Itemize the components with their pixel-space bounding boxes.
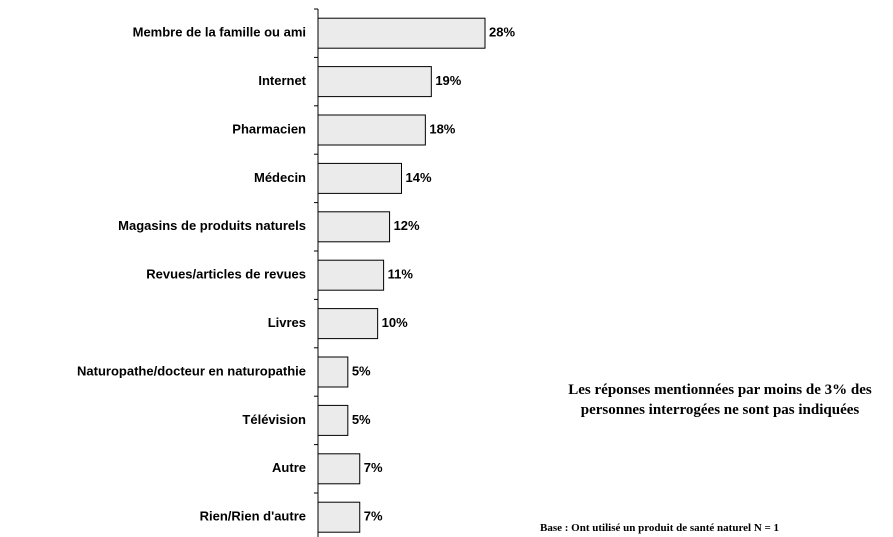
category-label: Internet: [258, 73, 306, 88]
category-label: Rien/Rien d'autre: [200, 509, 306, 524]
note: Les réponses mentionnées par moins de 3%…: [568, 382, 872, 418]
bar: [317, 404, 349, 436]
category-label: Pharmacien: [232, 121, 306, 136]
category-label: Télévision: [242, 412, 306, 427]
base-note: Base : Ont utilisé un produit de santé n…: [540, 522, 780, 534]
bar: [317, 211, 391, 243]
category-label: Autre: [272, 460, 306, 475]
bar: [317, 17, 486, 49]
category-label: Livres: [268, 315, 306, 330]
bar: [317, 501, 361, 533]
category-label: Naturopathe/docteur en naturopathie: [77, 363, 306, 378]
value-label: 28%: [489, 25, 515, 40]
category-label: Revues/articles de revues: [146, 267, 306, 282]
category-label: Médecin: [254, 170, 306, 185]
bar: [317, 114, 426, 146]
value-label: 7%: [364, 509, 383, 524]
value-label: 10%: [382, 315, 408, 330]
value-label: 18%: [429, 121, 455, 136]
bar: [317, 162, 402, 194]
value-label: 11%: [388, 267, 414, 282]
bar: [317, 308, 379, 340]
value-label: 19%: [435, 73, 461, 88]
value-label: 12%: [394, 218, 420, 233]
bar: [317, 66, 432, 98]
category-label: Magasins de produits naturels: [118, 218, 306, 233]
value-label: 5%: [352, 412, 371, 427]
bar: [317, 259, 385, 291]
category-label: Membre de la famille ou ami: [133, 25, 306, 40]
bar: [317, 453, 361, 485]
value-label: 7%: [364, 460, 383, 475]
bar: [317, 356, 349, 388]
value-label: 5%: [352, 363, 371, 378]
value-label: 14%: [406, 170, 432, 185]
